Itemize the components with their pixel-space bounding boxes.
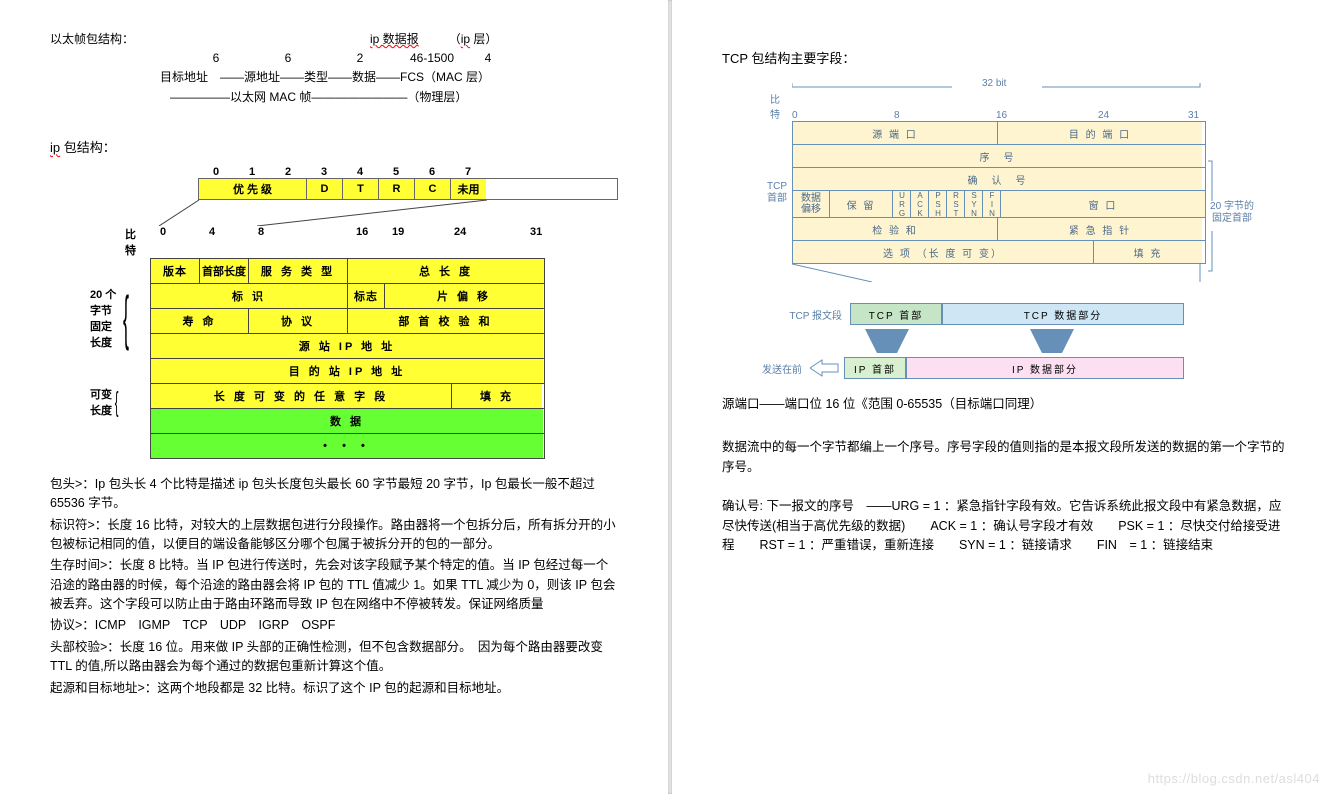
ip-datagram-label: ip 数据报	[370, 30, 419, 49]
p-protocol: 协议>：ICMP IGMP TCP UDP IGRP OSPF	[50, 616, 618, 635]
tcp-padding: 填 充	[1094, 241, 1202, 263]
tcp-window: 窗 口	[1001, 191, 1205, 217]
tos-cells: 优 先 级 D T R C 未用	[198, 178, 618, 200]
right-page: TCP 包结构主要字段： 32 bit 比特 0 8 16 24 31 TCP …	[672, 0, 1340, 794]
p-identifier: 标识符>：长度 16 比特，对较大的上层数据包进行分段操作。路由器将一个包拆分后…	[50, 516, 618, 555]
tcp-checksum: 检 验 和	[793, 218, 998, 240]
ethernet-mac-line: —————以太网 MAC 帧————————（物理层）	[170, 88, 618, 107]
tos-d: D	[307, 179, 343, 199]
seg-arrows	[842, 329, 1290, 353]
tcp-reserved: 保 留	[830, 191, 893, 217]
left-arrow-icon	[810, 358, 840, 378]
tcp-psh: PSH	[929, 191, 947, 217]
watermark: https://blog.csdn.net/asl404	[1148, 771, 1320, 786]
tcp-syn: SYN	[965, 191, 983, 217]
ethernet-title: 以太帧包结构：	[50, 30, 160, 49]
tcp-tri-connector	[792, 264, 1232, 282]
tcp-seg-header: TCP 首部	[850, 303, 942, 325]
ip-flags: 标志	[348, 284, 385, 308]
tcp-seg-data: TCP 数据部分	[942, 303, 1184, 325]
ip-data-cont: • • •	[151, 434, 543, 458]
ip-table-wrap: 20 个 字节 固定 长度{ 可变 长度{ 版本 首部长度 服 务 类 型 总 …	[90, 258, 618, 459]
right-body-text: 源端口——端口位 16 位《范围 0-65535（目标端口同理） 数据流中的每一…	[722, 395, 1290, 555]
ip-structure-title: ip 包结构：	[50, 137, 618, 156]
p-src-port: 源端口——端口位 16 位《范围 0-65535（目标端口同理）	[722, 395, 1290, 414]
p-seq: 数据流中的每一个字节都编上一个序号。序号字段的值则指的是本报文段所发送的数据的第…	[722, 438, 1290, 477]
tcp-seq: 序 号	[793, 145, 1202, 167]
p-ack-flags: 确认号: 下一报文的序号 ——URG = 1 ：紧急指针字段有效。它告诉系统此报…	[722, 497, 1290, 555]
two-page-spread: 以太帧包结构： ip 数据报 （ip 层） 6 6 2 46-1500 4 目标…	[0, 0, 1340, 794]
ethernet-fields-line: 目标地址 ——源地址——类型——数据——FCS（MAC 层）	[160, 68, 618, 87]
tcp-rst: RST	[947, 191, 965, 217]
tcp-side-left: TCP 首部	[762, 121, 792, 264]
ip-checksum: 部 首 校 验 和	[348, 309, 543, 333]
ethernet-frame-section: 以太帧包结构： ip 数据报 （ip 层） 6 6 2 46-1500 4 目标…	[50, 30, 618, 107]
tos-priority: 优 先 级	[199, 179, 307, 199]
left-body-text: 包头>：Ip 包头长 4 个比特是描述 ip 包头长度包头最长 60 字节最短 …	[50, 475, 618, 698]
ip-layer-label: （ip 层）	[449, 30, 498, 49]
eth-n3: 46-1500	[396, 49, 468, 68]
ip-version: 版本	[151, 259, 200, 283]
tos-c: C	[415, 179, 451, 199]
fixed-length-brace: 20 个 字节 固定 长度{	[90, 258, 150, 378]
tcp-urgent-ptr: 紧 急 指 针	[998, 218, 1202, 240]
ip-options: 长 度 可 变 的 任 意 字 段	[151, 384, 452, 408]
ip-ihl: 首部长度	[200, 259, 249, 283]
ip-frag-offset: 片 偏 移	[385, 284, 543, 308]
tcp-bit-numbers: 比特 0 8 16 24 31	[792, 91, 1290, 121]
eth-n1: 6	[252, 49, 324, 68]
tos-connector-lines	[198, 200, 618, 226]
ip-seg-header: IP 首部	[844, 357, 906, 379]
tos-bit-numbers: 01234567	[198, 166, 618, 178]
ip-padding: 填 充	[452, 384, 542, 408]
var-length-brace: 可变 长度{	[90, 378, 150, 426]
tos-r: R	[379, 179, 415, 199]
ip-id: 标 识	[151, 284, 348, 308]
tcp-fin: FIN	[983, 191, 1001, 217]
ip-src-addr: 源 站 IP 地 址	[151, 334, 543, 358]
tcp-segment-row: TCP 报文段 TCP 首部 TCP 数据部分	[762, 303, 1290, 325]
ip-ttl: 寿 命	[151, 309, 249, 333]
p-header: 包头>：Ip 包头长 4 个比特是描述 ip 包头长度包头最长 60 字节最短 …	[50, 475, 618, 514]
ip-header-table: 版本 首部长度 服 务 类 型 总 长 度 标 识 标志 片 偏 移 寿 命 协…	[150, 258, 545, 459]
tcp-ack-flag: ACK	[911, 191, 929, 217]
ip-diagram: 01234567 优 先 级 D T R C 未用 比特 0 4 8 1	[90, 166, 618, 459]
tos-unused: 未用	[451, 179, 486, 199]
tcp-diagram: 32 bit 比特 0 8 16 24 31 TCP 首部 源 端 口 目 的 …	[762, 77, 1290, 379]
bit32-label: 32 bit	[982, 78, 1006, 89]
ip-bit-numbers: 比特 0 4 8 16 19 24 31	[160, 226, 618, 258]
ethernet-byte-row: 6 6 2 46-1500 4	[180, 49, 618, 68]
tcp-title: TCP 包结构主要字段：	[722, 48, 1290, 67]
ip-dst-addr: 目 的 站 IP 地 址	[151, 359, 543, 383]
p-addresses: 起源和目标地址>：这两个地段都是 32 比特。标识了这个 IP 包的起源和目标地…	[50, 679, 618, 698]
eth-n4: 4	[468, 49, 508, 68]
eth-n0: 6	[180, 49, 252, 68]
tos-t: T	[343, 179, 379, 199]
ip-data: 数 据	[151, 409, 543, 433]
tcp-header-table: 源 端 口 目 的 端 口 序 号 确 认 号 数据 偏移 保 留 URG AC…	[792, 121, 1206, 264]
ip-segment-row: 发送在前 IP 首部 IP 数据部分	[762, 357, 1290, 379]
tcp-dst-port: 目 的 端 口	[998, 122, 1202, 144]
ip-protocol: 协 议	[249, 309, 348, 333]
p-checksum: 头部校验>：长度 16 位。用来做 IP 头部的正确性检测，但不包含数据部分。 …	[50, 638, 618, 677]
tcp-data-offset: 数据 偏移	[793, 191, 830, 217]
ip-total-length: 总 长 度	[348, 259, 544, 283]
tcp-urg: URG	[893, 191, 911, 217]
eth-n2: 2	[324, 49, 396, 68]
left-page: 以太帧包结构： ip 数据报 （ip 层） 6 6 2 46-1500 4 目标…	[0, 0, 668, 794]
p-ttl: 生存时间>：长度 8 比特。当 IP 包进行传送时，先会对该字段赋予某个特定的值…	[50, 556, 618, 614]
tcp-src-port: 源 端 口	[793, 122, 998, 144]
tcp-options: 选 项 （长 度 可 变）	[793, 241, 1094, 263]
tcp-side-right: 20 字节的 固定首部	[1206, 121, 1254, 264]
tcp-ack: 确 认 号	[793, 168, 1202, 190]
ip-seg-data: IP 数据部分	[906, 357, 1184, 379]
ip-tos: 服 务 类 型	[249, 259, 348, 283]
